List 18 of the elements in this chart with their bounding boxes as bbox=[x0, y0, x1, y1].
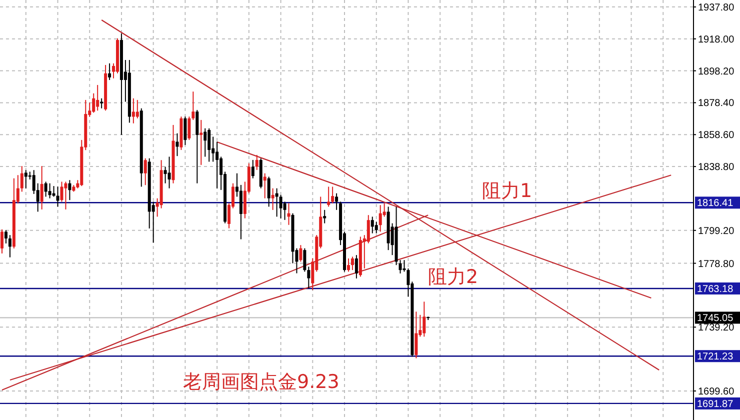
y-tick-label: 1838.80 bbox=[698, 162, 735, 174]
y-tick-label: 1918.00 bbox=[698, 34, 735, 46]
annotation: 阻力2 bbox=[428, 266, 478, 288]
annotation: 阻力1 bbox=[482, 180, 532, 202]
ref-line-label: 1816.41 bbox=[697, 198, 734, 210]
y-tick-label: 1739.20 bbox=[698, 322, 735, 334]
y-tick-label: 1778.80 bbox=[698, 258, 735, 270]
y-tick-label: 1699.60 bbox=[698, 386, 735, 398]
annotation: 老周画图点金9.23 bbox=[183, 371, 340, 393]
ref-line-label: 1745.05 bbox=[697, 313, 734, 324]
y-tick-label: 1898.20 bbox=[698, 66, 735, 78]
ref-line-label: 1763.18 bbox=[697, 284, 734, 295]
y-tick-label: 1878.40 bbox=[698, 98, 735, 110]
ref-line-label: 1721.23 bbox=[697, 352, 734, 363]
y-tick-label: 1937.80 bbox=[698, 2, 735, 14]
ref-line-label: 1691.87 bbox=[697, 398, 734, 410]
y-tick-label: 1858.60 bbox=[698, 130, 735, 142]
y-tick-label: 1799.20 bbox=[698, 226, 735, 237]
